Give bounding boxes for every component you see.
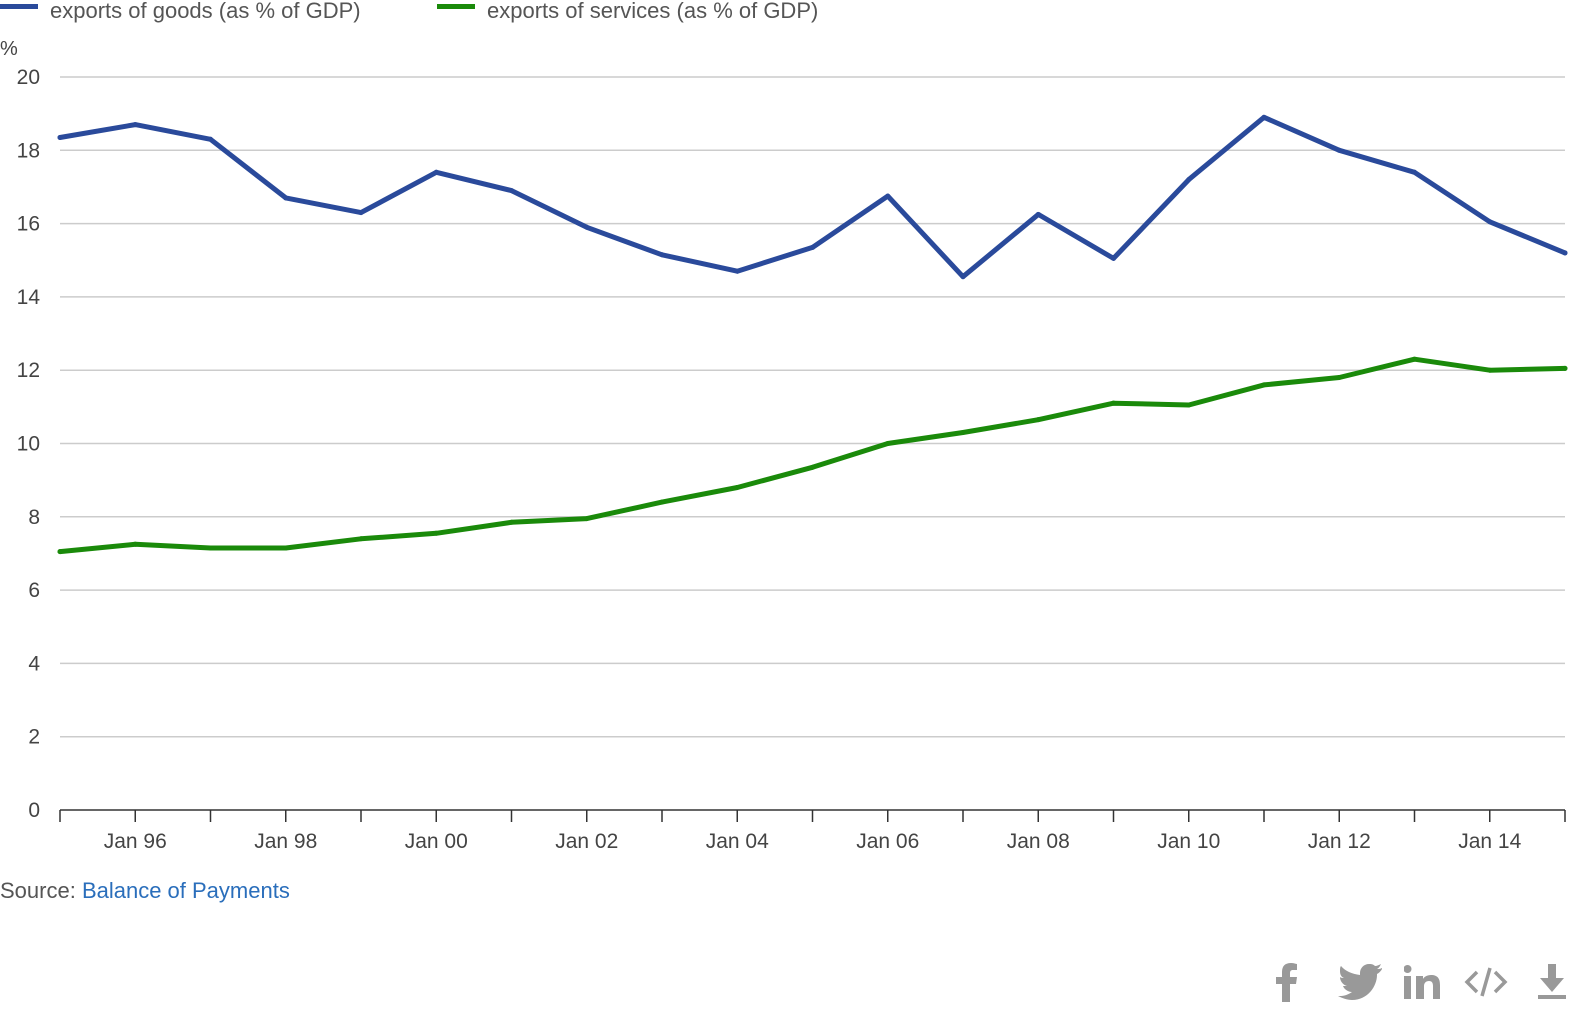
data-point-series-2 (584, 516, 590, 522)
data-point-series-2 (1562, 365, 1568, 371)
data-point-series-2 (433, 530, 439, 536)
data-point-series-2 (960, 430, 966, 436)
y-tick-label: 2 (28, 726, 40, 749)
y-tick-label: 0 (28, 799, 40, 822)
data-point-series-1 (208, 136, 213, 142)
data-point-series-1 (358, 210, 364, 216)
x-tick-label: Jan 98 (254, 830, 317, 853)
data-point-series-2 (1487, 367, 1493, 373)
data-point-series-2 (1261, 382, 1267, 388)
data-point-series-2 (734, 484, 740, 490)
linkedin-icon[interactable] (1403, 964, 1442, 1004)
data-point-series-1 (1035, 211, 1041, 217)
source-link[interactable]: Balance of Payments (81, 878, 290, 903)
data-point-series-2 (1412, 356, 1417, 362)
facebook-icon[interactable] (1276, 962, 1298, 1007)
data-point-series-1 (960, 274, 966, 280)
legend-swatch (0, 4, 38, 9)
data-point-series-2 (1035, 417, 1041, 423)
data-point-series-1 (1336, 147, 1342, 153)
series-line-2 (57, 356, 1568, 555)
y-tick-label: 8 (28, 506, 40, 529)
data-point-series-1 (1261, 114, 1267, 120)
data-point-series-1 (659, 252, 665, 258)
data-point-series-1 (509, 188, 514, 194)
x-tick-label: Jan 10 (1157, 830, 1220, 853)
x-tick-label: Jan 12 (1308, 830, 1371, 853)
data-point-series-2 (1111, 400, 1116, 406)
data-point-series-2 (283, 545, 289, 551)
x-tick-label: Jan 06 (856, 830, 919, 853)
y-tick-label: 18 (17, 139, 40, 162)
data-point-series-1 (810, 244, 815, 250)
data-point-series-1 (132, 122, 138, 128)
legend-swatch (437, 4, 475, 9)
y-tick-label: 20 (17, 66, 40, 89)
twitter-icon[interactable] (1338, 963, 1382, 1005)
data-point-series-1 (1487, 219, 1493, 225)
y-axis-unit-label: % (0, 38, 18, 60)
legend-label: exports of services (as % of GDP) (487, 0, 819, 23)
y-tick-label: 14 (17, 286, 41, 309)
data-point-series-2 (810, 464, 815, 470)
data-point-series-2 (358, 536, 364, 542)
legend-label: exports of goods (as % of GDP) (50, 0, 361, 23)
line-chart: 0 2 4 6 8 10 12 14 16 18 20 Jan 96 Jan 98 Jan 00 Jan 0… (17, 66, 1568, 853)
download-icon[interactable] (1536, 963, 1568, 1005)
data-point-series-2 (1186, 402, 1192, 408)
share-toolbar (1276, 962, 1568, 1006)
embed-code-icon[interactable] (1464, 966, 1508, 1003)
data-point-series-2 (509, 519, 514, 525)
x-tick-label: Jan 00 (405, 830, 468, 853)
data-point-series-2 (208, 545, 213, 551)
data-point-series-1 (584, 224, 590, 230)
data-point-series-1 (885, 193, 891, 199)
data-point-series-1 (1412, 169, 1417, 175)
data-point-series-2 (1336, 375, 1342, 381)
data-point-series-2 (885, 441, 891, 446)
source-prefix: Source: (0, 878, 82, 903)
x-tick-label: Jan 02 (555, 830, 618, 853)
y-tick-label: 10 (17, 433, 40, 456)
x-tick-label: Jan 04 (706, 830, 769, 853)
data-point-series-1 (283, 195, 289, 201)
y-tick-label: 4 (28, 652, 40, 675)
y-tick-label: 12 (17, 359, 40, 382)
source-note: Source: Balance of Payments (0, 878, 290, 904)
data-point-series-1 (1562, 250, 1568, 256)
y-tick-label: 6 (28, 579, 40, 602)
data-point-series-1 (1186, 177, 1192, 183)
x-tick-label: Jan 96 (104, 830, 167, 853)
data-point-series-1 (1111, 255, 1116, 261)
data-point-series-2 (57, 549, 63, 555)
data-point-series-1 (433, 169, 439, 175)
y-tick-label: 16 (17, 213, 40, 236)
data-point-series-1 (734, 268, 740, 274)
data-point-series-2 (659, 499, 665, 505)
data-point-series-1 (57, 134, 63, 140)
data-point-series-2 (132, 541, 138, 547)
x-tick-label: Jan 08 (1007, 830, 1070, 853)
x-tick-label: Jan 14 (1458, 830, 1521, 853)
